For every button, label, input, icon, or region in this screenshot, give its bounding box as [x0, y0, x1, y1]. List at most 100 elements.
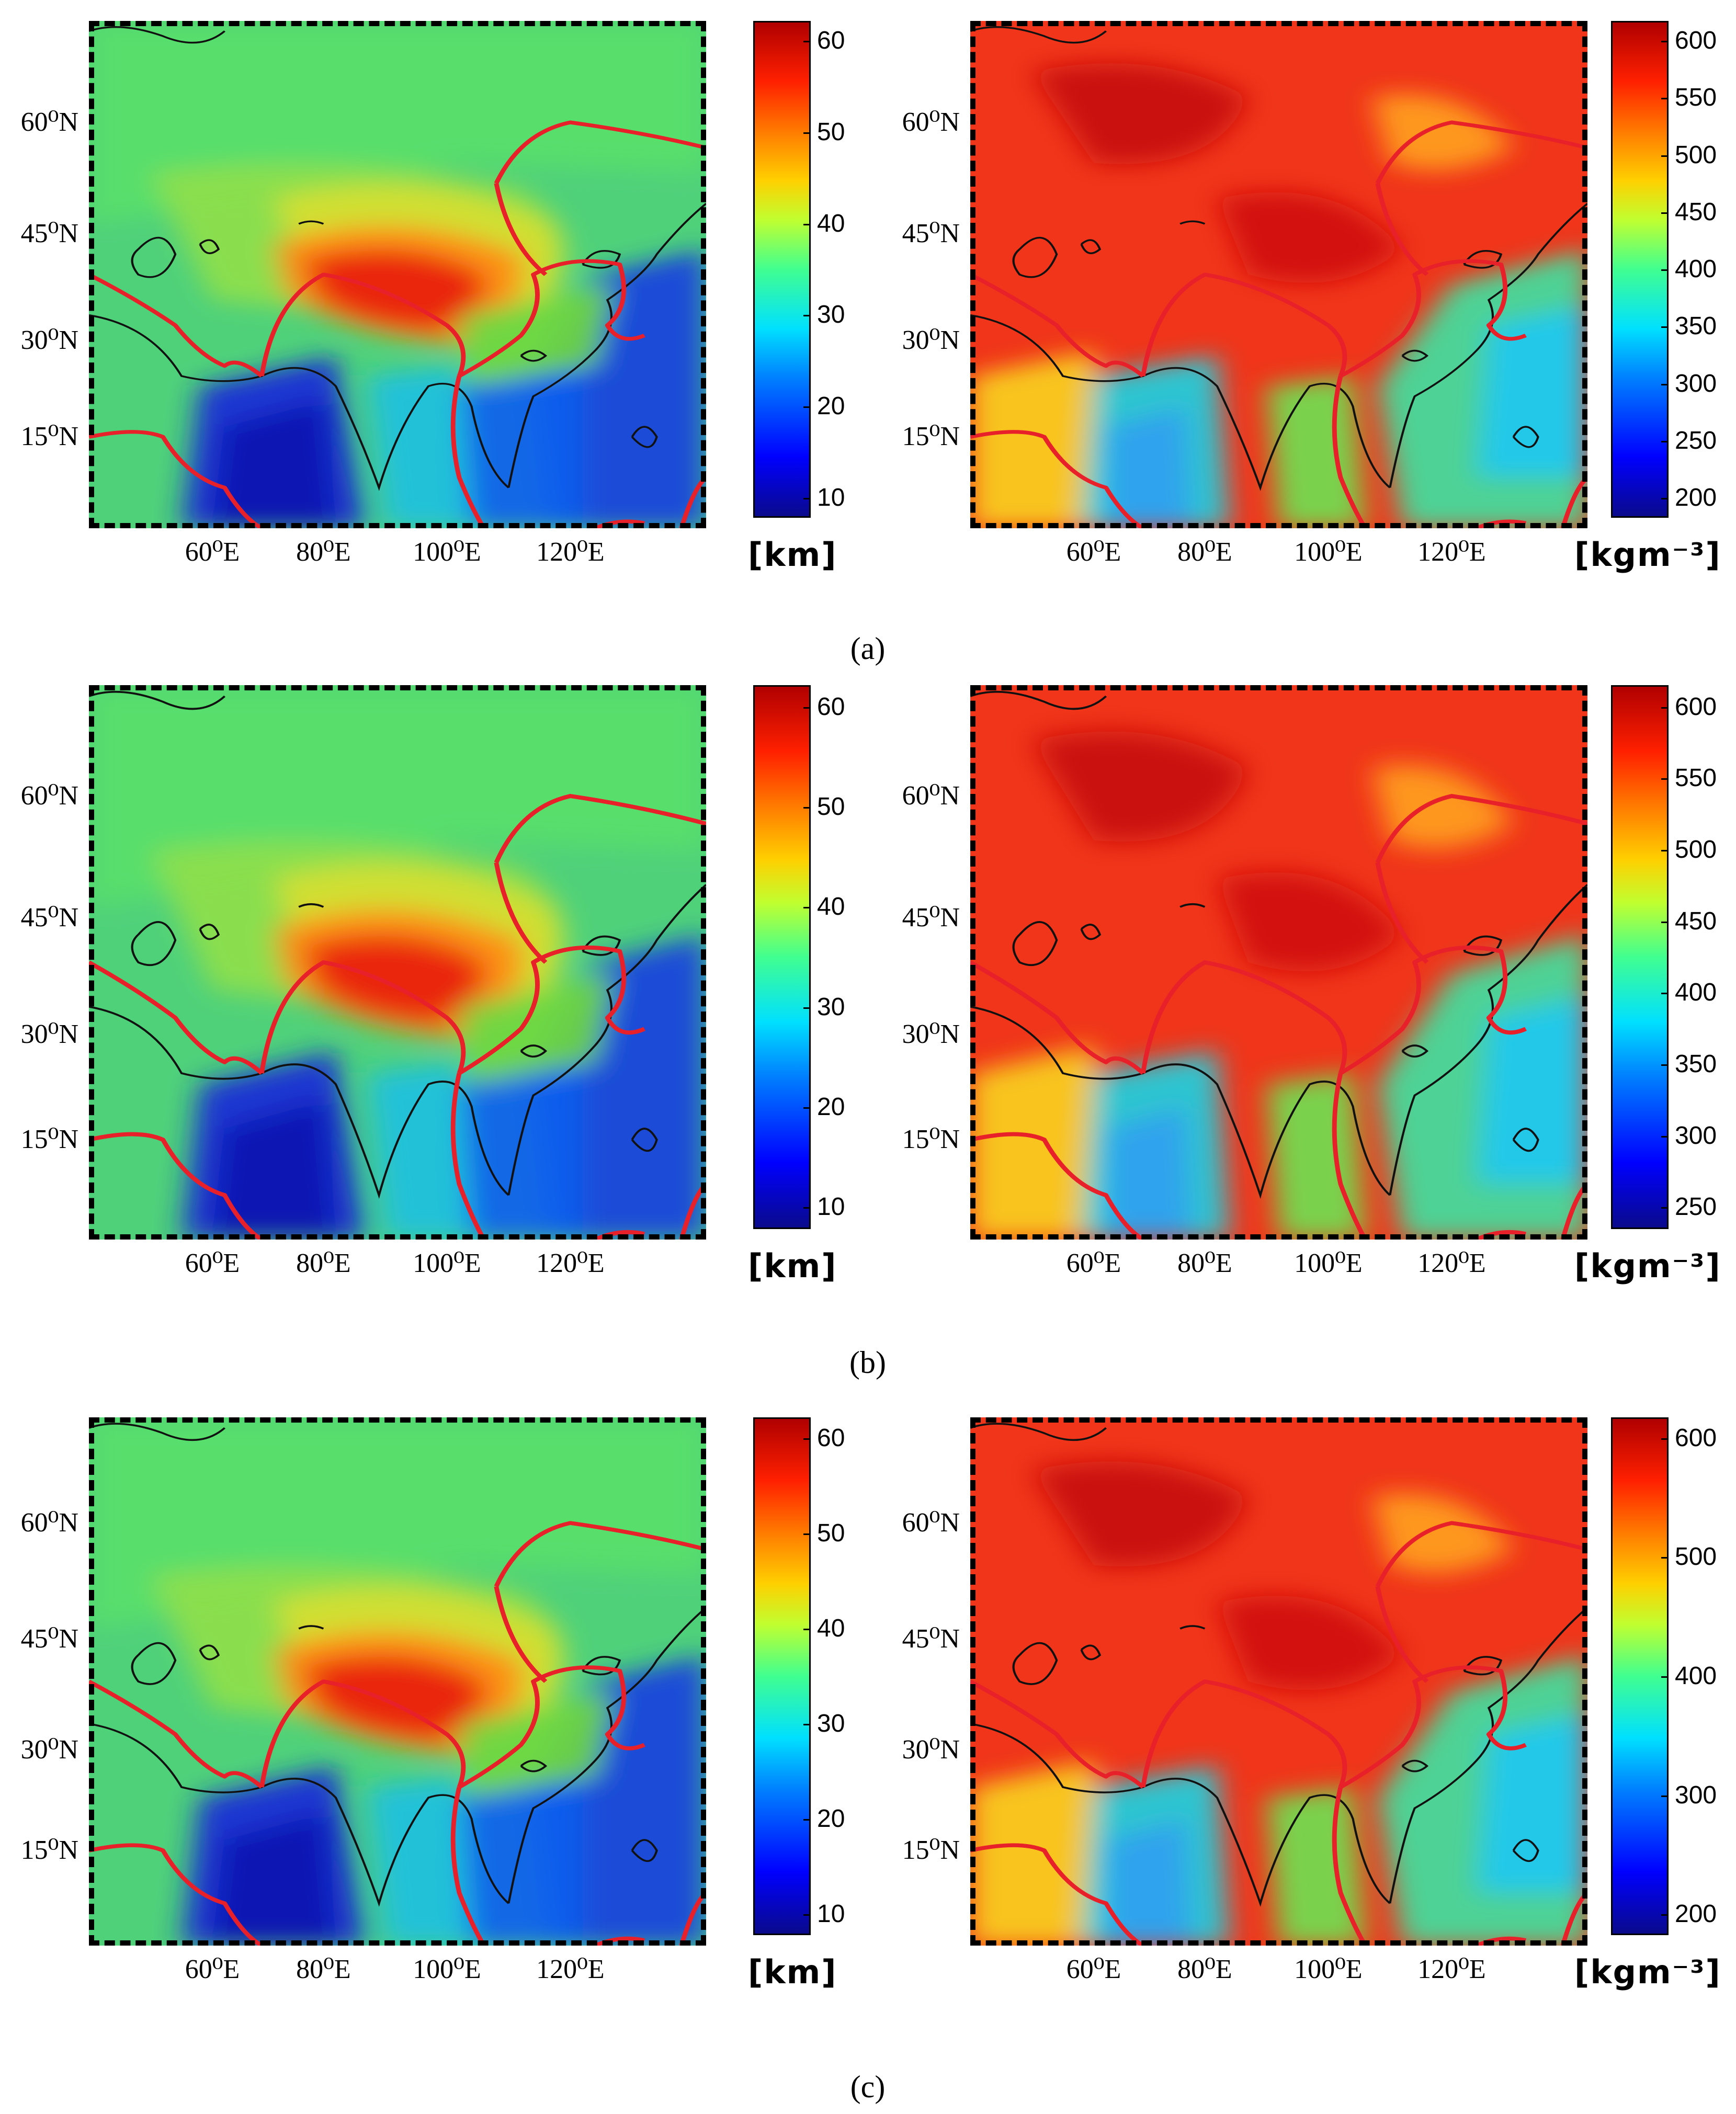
panel-caption: (a)	[850, 631, 886, 666]
latitude-label: 45⁰N	[902, 1624, 960, 1654]
plate-boundary-lines	[970, 120, 1587, 528]
longitude-label: 100⁰E	[413, 1248, 481, 1278]
colorbar-tick-mark	[1661, 849, 1669, 851]
colorbar-tick-mark	[1661, 1914, 1669, 1916]
thickness-map-2	[89, 685, 706, 1240]
colorbar-tick-label: 40	[817, 1614, 845, 1642]
colorbar-tick-mark	[1661, 1795, 1669, 1797]
latitude-label: 60⁰N	[902, 781, 960, 811]
map-image	[89, 1417, 706, 1946]
colorbar-unit-label: [km]	[748, 1953, 837, 1991]
longitude-label: 60⁰E	[185, 1248, 240, 1278]
colorbar-tick-mark	[803, 498, 811, 499]
latitude-label: 60⁰N	[20, 107, 78, 137]
colorbar-tick-mark	[1661, 269, 1669, 271]
colorbar-tick-label: 400	[1675, 255, 1717, 283]
longitude-label: 80⁰E	[296, 537, 351, 567]
map-frame	[89, 685, 706, 1240]
longitude-label: 80⁰E	[1177, 1954, 1232, 1984]
colorbar	[753, 1417, 811, 1935]
colorbar-tick-label: 550	[1675, 84, 1717, 112]
latitude-label: 30⁰N	[902, 1019, 960, 1049]
latitude-label: 15⁰N	[902, 1835, 960, 1866]
longitude-label: 120⁰E	[536, 537, 605, 567]
map-field	[89, 685, 706, 1240]
latitude-label: 15⁰N	[20, 1835, 78, 1866]
latitude-label: 60⁰N	[902, 1508, 960, 1538]
map-field	[89, 21, 706, 528]
colorbar-tick-label: 60	[817, 692, 845, 721]
latitude-label: 45⁰N	[902, 219, 960, 249]
colorbar	[1611, 21, 1669, 518]
colorbar-tick-label: 400	[1675, 979, 1717, 1007]
plate-boundary-lines	[89, 794, 706, 1240]
longitude-label: 120⁰E	[1417, 1248, 1486, 1278]
colorbar-tick-label: 60	[817, 1424, 845, 1452]
colorbar-tick-label: 500	[1675, 835, 1717, 863]
latitude-label: 60⁰N	[902, 107, 960, 137]
coastline-lines	[970, 690, 1587, 1199]
colorbar-tick-label: 50	[817, 792, 845, 821]
coastline-lines	[89, 690, 706, 1199]
latitude-label: 30⁰N	[902, 1735, 960, 1765]
colorbar-tick-mark	[1661, 1135, 1669, 1138]
colorbar-tick-mark	[1661, 155, 1669, 157]
panel-caption: (b)	[849, 1345, 886, 1380]
colorbar-tick-mark	[1661, 707, 1669, 709]
latitude-label: 30⁰N	[20, 325, 78, 356]
colorbar-tick-mark	[1661, 993, 1669, 995]
colorbar-tick-mark	[1661, 383, 1669, 385]
colorbar-unit-label: [kgm⁻³]	[1574, 536, 1721, 574]
colorbar-tick-label: 350	[1675, 1050, 1717, 1078]
colorbar	[753, 685, 811, 1229]
colorbar-unit-label: [km]	[748, 536, 837, 574]
density-map-2	[970, 685, 1587, 1240]
coastline-lines	[89, 26, 706, 491]
longitude-label: 100⁰E	[1294, 1954, 1363, 1984]
colorbar-tick-label: 40	[817, 209, 845, 237]
colorbar-tick-label: 20	[817, 392, 845, 420]
colorbar-tick-mark	[803, 41, 811, 42]
colorbar-tick-label: 450	[1675, 907, 1717, 935]
map-frame	[89, 21, 706, 528]
colorbar-tick-mark	[803, 132, 811, 134]
colorbar-tick-label: 600	[1675, 1424, 1717, 1452]
colorbar-tick-label: 350	[1675, 312, 1717, 340]
coastline-lines	[970, 1423, 1587, 1907]
latitude-label: 45⁰N	[902, 903, 960, 933]
colorbar-tick-mark	[803, 1533, 811, 1535]
colorbar-tick-mark	[803, 1914, 811, 1916]
colorbar-tick-label: 600	[1675, 27, 1717, 54]
colorbar-tick-mark	[803, 1724, 811, 1726]
longitude-label: 100⁰E	[1294, 1248, 1363, 1278]
colorbar-tick-label: 200	[1675, 484, 1717, 512]
colorbar-tick-label: 20	[817, 1805, 845, 1833]
longitude-label: 80⁰E	[1177, 537, 1232, 567]
latitude-label: 15⁰N	[20, 1124, 78, 1155]
map-image	[970, 1417, 1587, 1946]
colorbar-tick-mark	[803, 1628, 811, 1630]
colorbar-tick-label: 200	[1675, 1900, 1717, 1928]
colorbar-tick-mark	[803, 315, 811, 317]
colorbar-tick-mark	[803, 223, 811, 225]
latitude-label: 60⁰N	[20, 1508, 78, 1538]
longitude-label: 80⁰E	[296, 1248, 351, 1278]
density-map-1	[970, 21, 1587, 528]
colorbar-tick-label: 500	[1675, 1543, 1717, 1571]
colorbar-tick-mark	[1661, 98, 1669, 100]
map-frame	[89, 1417, 706, 1946]
longitude-label: 60⁰E	[185, 537, 240, 567]
plate-boundary-lines	[89, 1521, 706, 1946]
colorbar-tick-mark	[1661, 440, 1669, 442]
colorbar-tick-label: 30	[817, 993, 845, 1021]
map-image	[970, 685, 1587, 1240]
map-image	[970, 21, 1587, 528]
thickness-map-3	[89, 1417, 706, 1946]
map-image	[89, 21, 706, 528]
thickness-map-1	[89, 21, 706, 528]
latitude-label: 45⁰N	[20, 219, 78, 249]
colorbar-tick-label: 300	[1675, 1121, 1717, 1150]
plate-boundary-lines	[970, 794, 1587, 1240]
longitude-label: 60⁰E	[185, 1954, 240, 1984]
colorbar-tick-mark	[1661, 212, 1669, 214]
